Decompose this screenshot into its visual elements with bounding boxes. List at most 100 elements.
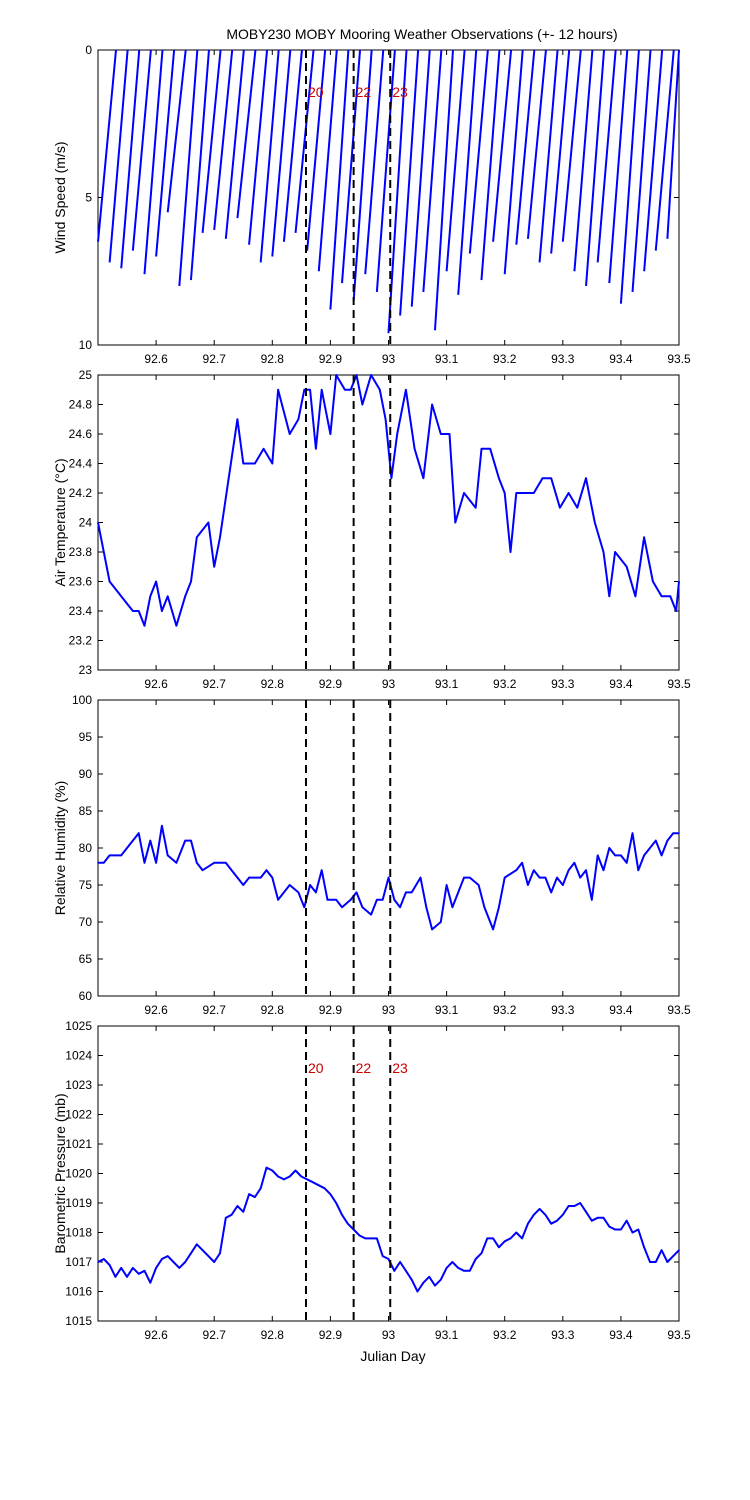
data-point bbox=[524, 492, 526, 494]
data-point bbox=[532, 492, 535, 494]
x-tick-label: 93.4 bbox=[609, 352, 633, 366]
data-point bbox=[230, 869, 233, 871]
x-tick-label: 92.6 bbox=[144, 1328, 168, 1342]
data-point bbox=[137, 610, 140, 612]
marker-label-23: 23 bbox=[392, 1060, 408, 1076]
y-tick-label: 1021 bbox=[65, 1137, 92, 1151]
data-point bbox=[277, 1175, 279, 1178]
x-tick-label: 92.9 bbox=[319, 677, 343, 691]
data-point bbox=[309, 884, 311, 886]
y-tick-label: 70 bbox=[79, 915, 93, 929]
wind-stick bbox=[213, 49, 234, 231]
wind-speed-panel: 92.6 92.7 92.8 92.9 93 93.1 93.2 93.3 93.4 93.5 0 5… bbox=[52, 43, 691, 366]
data-point bbox=[166, 1255, 169, 1257]
data-point bbox=[190, 580, 192, 583]
data-point bbox=[469, 876, 471, 879]
data-point bbox=[454, 521, 457, 524]
x-tick-label: 92.6 bbox=[144, 352, 168, 366]
data-point bbox=[625, 565, 628, 568]
marker-label-22: 22 bbox=[356, 84, 372, 100]
data-point bbox=[201, 1249, 204, 1251]
data-point bbox=[329, 433, 332, 435]
data-point bbox=[669, 595, 672, 598]
data-point bbox=[306, 1178, 308, 1181]
data-point bbox=[207, 521, 210, 524]
air-temperature-series-line bbox=[97, 374, 680, 627]
data-point bbox=[108, 1264, 111, 1266]
air-temperature-y-axis-label: Air Temperature (°C) bbox=[52, 458, 68, 586]
data-point bbox=[315, 891, 317, 894]
data-point bbox=[422, 477, 425, 480]
data-point bbox=[562, 884, 564, 886]
data-point bbox=[277, 899, 279, 901]
x-tick-label: 93.4 bbox=[609, 677, 633, 691]
data-point bbox=[567, 869, 570, 871]
data-point bbox=[132, 610, 134, 612]
data-point bbox=[349, 388, 352, 391]
data-point bbox=[643, 536, 645, 539]
data-point bbox=[625, 1219, 628, 1222]
data-point bbox=[675, 610, 677, 612]
data-point bbox=[556, 876, 558, 879]
data-point bbox=[521, 862, 523, 864]
data-point bbox=[213, 1261, 215, 1263]
data-point bbox=[347, 1222, 349, 1225]
wind-stick bbox=[120, 49, 141, 269]
data-point bbox=[227, 477, 230, 480]
data-point bbox=[184, 1261, 186, 1263]
data-point bbox=[265, 869, 268, 871]
wind-stick bbox=[399, 49, 420, 316]
data-point bbox=[381, 1255, 384, 1257]
data-point bbox=[288, 884, 291, 886]
wind-speed-y-axis-label: Wind Speed (m/s) bbox=[52, 141, 68, 253]
wind-stick bbox=[282, 49, 303, 242]
data-point bbox=[103, 1258, 105, 1260]
data-point bbox=[562, 1214, 564, 1216]
data-point bbox=[483, 906, 486, 908]
data-point bbox=[498, 477, 500, 480]
data-point bbox=[393, 1270, 396, 1272]
data-point bbox=[355, 374, 358, 376]
y-tick-label: 1019 bbox=[65, 1196, 92, 1210]
data-point bbox=[550, 891, 552, 894]
data-point bbox=[439, 433, 442, 435]
data-point bbox=[361, 403, 364, 406]
data-point bbox=[393, 899, 396, 901]
data-point bbox=[376, 1237, 378, 1240]
data-point bbox=[538, 876, 541, 879]
data-point bbox=[678, 580, 680, 583]
wind-stick bbox=[294, 49, 315, 233]
data-point bbox=[503, 1240, 506, 1243]
data-point bbox=[161, 1258, 163, 1260]
data-point bbox=[254, 462, 256, 465]
data-point bbox=[341, 1214, 343, 1216]
x-tick-label: 92.8 bbox=[261, 677, 285, 691]
data-point bbox=[178, 1267, 181, 1269]
data-point bbox=[631, 832, 634, 834]
data-point bbox=[271, 876, 274, 879]
wind-stick bbox=[248, 49, 269, 245]
y-tick-label: 1018 bbox=[65, 1226, 92, 1240]
data-point bbox=[672, 832, 674, 834]
data-point bbox=[97, 521, 99, 524]
data-point bbox=[326, 899, 329, 901]
y-tick-label: 1015 bbox=[65, 1314, 92, 1328]
data-point bbox=[550, 477, 552, 480]
data-point bbox=[608, 595, 611, 598]
x-tick-label: 93.2 bbox=[493, 1328, 517, 1342]
x-tick-label: 93.4 bbox=[609, 1003, 633, 1017]
wind-stick bbox=[131, 49, 152, 251]
data-point bbox=[413, 447, 416, 450]
data-point bbox=[190, 1252, 192, 1254]
data-point bbox=[341, 906, 343, 908]
y-tick-label: 23 bbox=[79, 663, 93, 677]
data-point bbox=[242, 884, 245, 886]
x-tick-label: 93.5 bbox=[667, 1328, 691, 1342]
wind-stick bbox=[526, 49, 547, 239]
data-point bbox=[312, 1181, 314, 1184]
x-tick-label: 93 bbox=[382, 352, 396, 366]
data-point bbox=[259, 876, 262, 879]
data-point bbox=[248, 876, 250, 879]
data-point bbox=[498, 1246, 500, 1249]
data-point bbox=[405, 388, 407, 391]
